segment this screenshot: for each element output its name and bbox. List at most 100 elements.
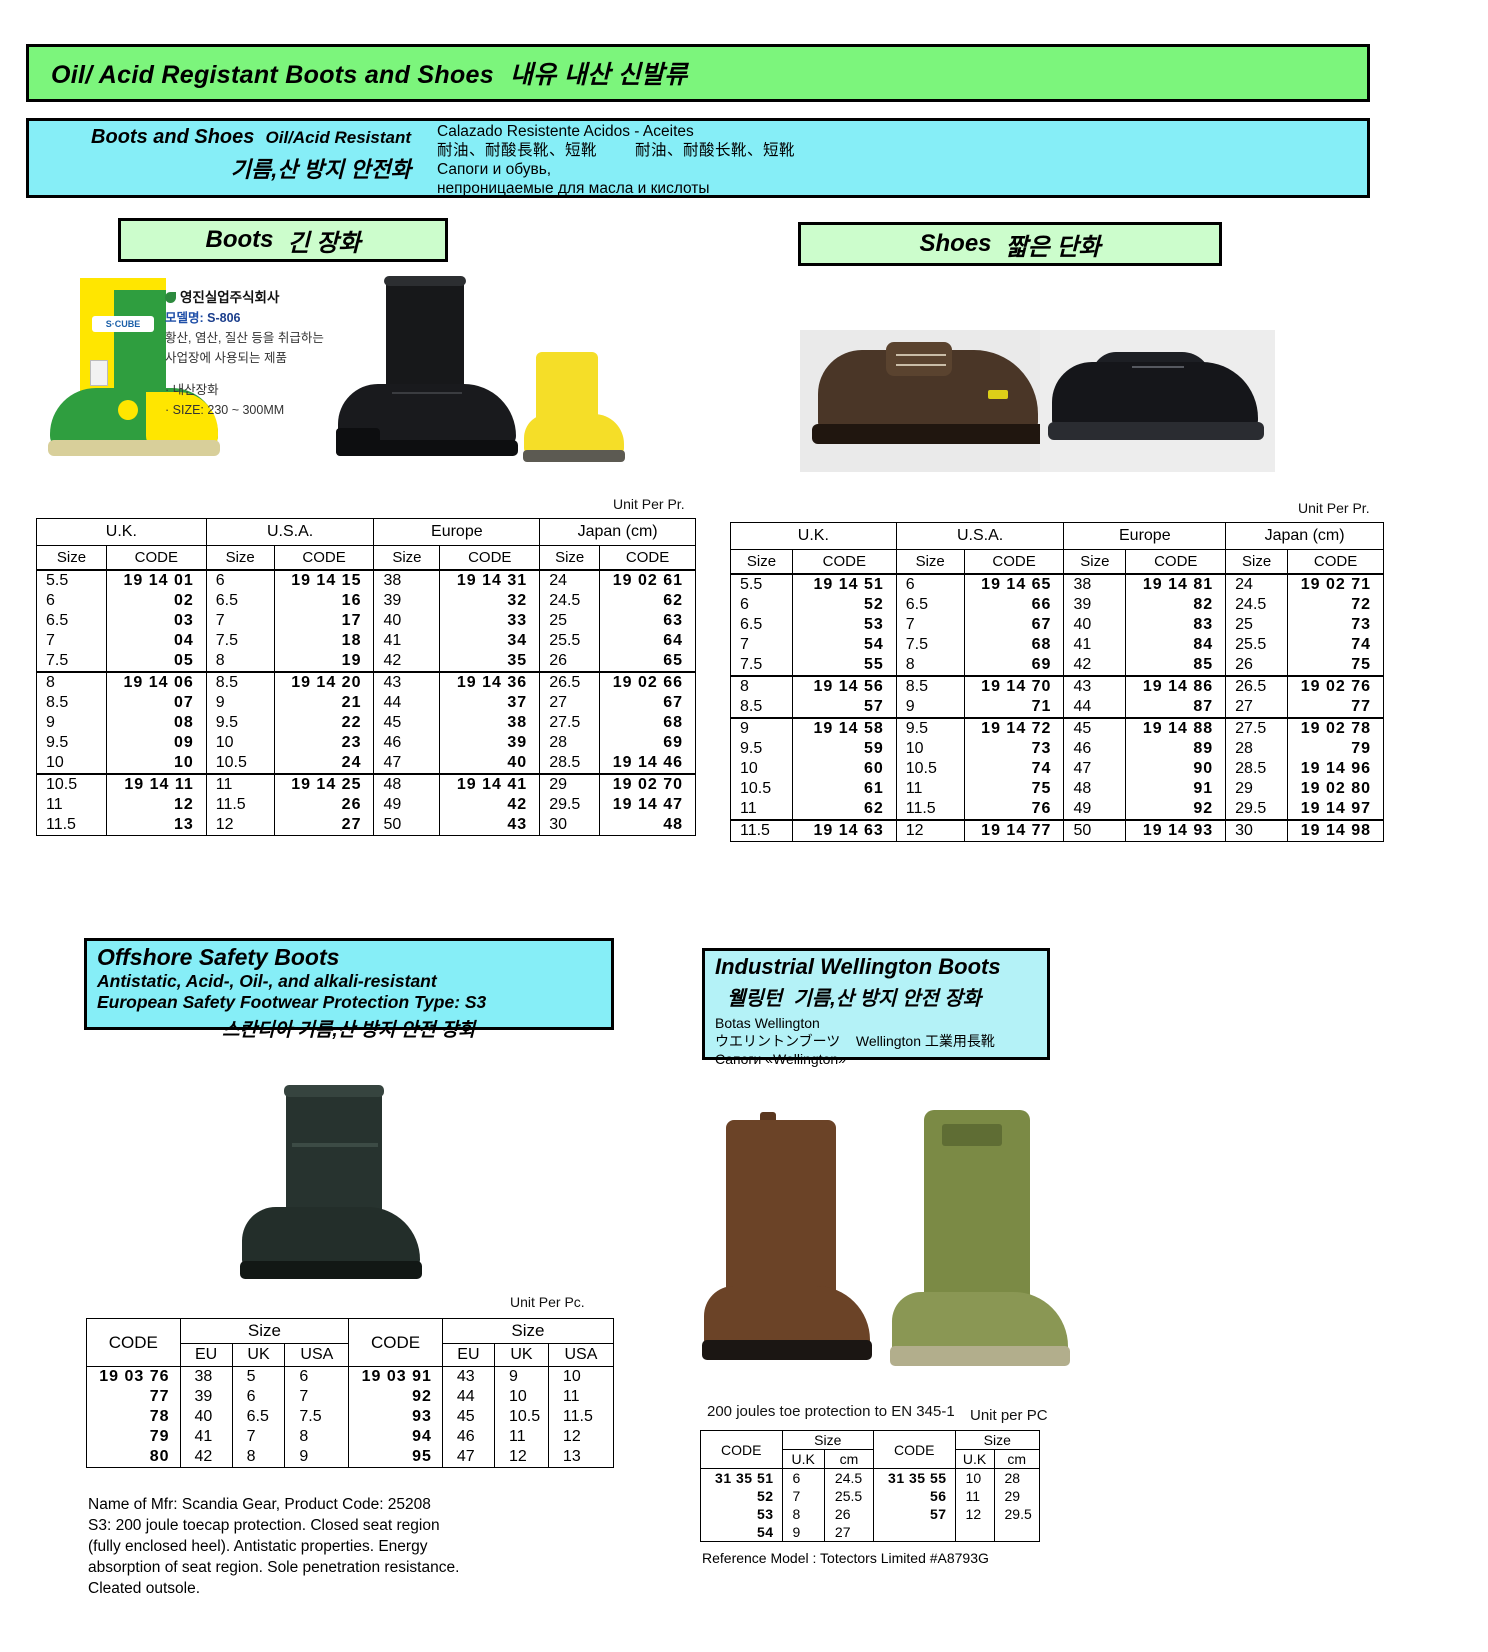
boots-cell-uk-code: 19 14 06: [105, 671, 207, 693]
shoes-cell-jp-size: 29: [1225, 779, 1289, 799]
offshore-table-row: 79 41 7 8 94 46 11 12: [86, 1427, 615, 1447]
shoes-cell-jp-code: 79: [1287, 739, 1384, 759]
shoes-cell-jp-code: 77: [1287, 697, 1384, 719]
shoes-cell-usa-code: 19 14 65: [963, 573, 1065, 595]
shoes-cell-usa-size: 6.5: [895, 595, 965, 615]
boots-cell-usa-size: 10.5: [205, 753, 275, 775]
shoes-cell-uk-code: 55: [791, 655, 897, 677]
boots-cell-usa-code: 19 14 20: [273, 671, 375, 693]
shoes-cell-usa-code: 67: [963, 615, 1065, 635]
boots-cell-uk-size: 10: [36, 753, 107, 775]
wellington-header-box: Industrial Wellington Boots 웰링턴 기름,산 방지 …: [702, 948, 1050, 1067]
section-chip-boots-kr: 긴 장화: [287, 229, 361, 257]
boots-cell-usa-code: 21: [273, 693, 375, 713]
product-photo-wellington-brown: [700, 1112, 875, 1385]
shoes-table-row: 7 54 7.5 68 41 84 25.5 74: [730, 635, 1384, 655]
offshore-header-usa-right: USA: [547, 1343, 615, 1367]
model-code: S-806: [207, 311, 241, 325]
offshore-table-row: 78 40 6.5 7.5 93 45 10.5 11.5: [86, 1407, 615, 1427]
offshore-note-3: (fully enclosed heel). Antistatic proper…: [88, 1538, 428, 1555]
shoes-cell-usa-size: 7: [895, 615, 965, 635]
boots-cell-jp-code: 64: [599, 631, 696, 651]
manufacturer-desc-2: 사업장에 사용되는 제품: [165, 351, 287, 365]
boots-cell-jp-size: 25: [539, 611, 601, 631]
boots-cell-eu-size: 44: [373, 693, 441, 713]
offshore-header-code-right: CODE: [348, 1318, 443, 1367]
boots-sub-code-usa: CODE: [273, 545, 375, 571]
shoes-cell-eu-size: 50: [1063, 819, 1127, 842]
boots-cell-usa-code: 17: [273, 611, 375, 631]
wellington-cell-code-left: 52: [700, 1487, 783, 1505]
shoes-cell-jp-size: 29.5: [1225, 799, 1289, 821]
subheader-en-main: Boots and Shoes: [91, 126, 255, 148]
offshore-cell-usa-right: 13: [547, 1447, 615, 1468]
boots-cell-uk-code: 08: [105, 713, 207, 733]
manufacturer-info: 영진실업주식회사 모델명: S-806 황산, 염산, 질산 등을 취급하는 사…: [165, 288, 324, 420]
subheader-ja: 耐油、耐酸長靴、短靴: [437, 142, 598, 159]
boots-cell-uk-size: 10.5: [36, 773, 107, 795]
shoes-cell-usa-code: 76: [963, 799, 1065, 821]
wellington-cell-cm-left: 27: [823, 1523, 875, 1542]
offshore-cell-usa-left: 7.5: [284, 1407, 350, 1427]
boots-cell-jp-size: 24.5: [539, 591, 601, 611]
shoes-region-uk: U.K.: [730, 522, 897, 550]
shoes-cell-usa-size: 9.5: [895, 717, 965, 739]
wellington-title-kr-a: 웰링턴: [727, 988, 783, 1010]
shoes-table-row: 9 19 14 58 9.5 19 14 72 45 19 14 88 27.5 19 02 …: [730, 717, 1384, 739]
shoes-cell-eu-size: 39: [1063, 595, 1127, 615]
boots-cell-jp-size: 26: [539, 651, 601, 673]
offshore-cell-usa-right: 10: [547, 1366, 615, 1387]
shoes-cell-uk-size: 10: [730, 759, 793, 779]
wellington-cell-cm-left: 24.5: [823, 1468, 875, 1487]
shoes-cell-usa-size: 8: [895, 655, 965, 677]
boots-cell-jp-code: 68: [599, 713, 696, 733]
manufacturer-desc-1: 황산, 염산, 질산 등을 취급하는: [165, 331, 324, 345]
shoes-cell-uk-code: 53: [791, 615, 897, 635]
section-chip-shoes: Shoes 짧은 단화: [798, 222, 1222, 266]
offshore-header-uk-left: UK: [231, 1343, 286, 1367]
shoes-cell-eu-code: 84: [1125, 635, 1227, 655]
boots-cell-eu-size: 50: [373, 815, 441, 836]
boots-cell-uk-size: 11: [36, 795, 107, 815]
boots-cell-usa-code: 27: [273, 815, 375, 836]
product-photo-offshore-boot: [236, 1085, 426, 1300]
offshore-header-eu-left: EU: [179, 1343, 233, 1367]
wellington-protection-note: 200 joules toe protection to EN 345-1: [707, 1403, 955, 1420]
wellington-table-row: 54 9 27: [700, 1523, 1041, 1542]
boots-cell-usa-code: 19: [273, 651, 375, 673]
boots-cell-uk-size: 7.5: [36, 651, 107, 673]
boots-region-header-row: U.K. U.S.A. Europe Japan (cm): [36, 518, 696, 546]
boots-cell-jp-size: 28: [539, 733, 601, 753]
wellington-cell-code-left: 53: [700, 1505, 783, 1523]
shoes-region-japan: Japan (cm): [1225, 522, 1384, 550]
wellington-title-kr-b: 기름,산 방지 안전 장화: [793, 988, 982, 1010]
offshore-cell-uk-left: 6.5: [231, 1407, 286, 1427]
shoes-cell-usa-code: 75: [963, 779, 1065, 799]
offshore-cell-eu-left: 40: [179, 1407, 233, 1427]
wellington-cell-code-right: 57: [873, 1505, 956, 1523]
boots-cell-uk-size: 9.5: [36, 733, 107, 753]
boots-cell-uk-code: 19 14 11: [105, 773, 207, 795]
section-chip-shoes-en: Shoes: [919, 230, 992, 257]
shoes-cell-eu-code: 19 14 81: [1125, 573, 1227, 595]
offshore-header-box: Offshore Safety Boots Antistatic, Acid-,…: [84, 938, 614, 1041]
wellington-cell-cm-right: [993, 1523, 1041, 1542]
boots-cell-jp-code: 19 02 61: [599, 569, 696, 591]
shoes-cell-uk-size: 5.5: [730, 573, 793, 595]
boots-cell-eu-code: 42: [439, 795, 541, 815]
wellington-cell-code-left: 54: [700, 1523, 783, 1542]
offshore-cell-code-right: 92: [348, 1387, 443, 1407]
page-title: Oil/ Acid Registant Boots and Shoes 내유 내산…: [51, 55, 688, 91]
wellington-cell-code-left: 31 35 51: [700, 1468, 783, 1487]
boot-brand-label: S·CUBE: [92, 316, 154, 332]
boots-cell-jp-code: 19 14 46: [599, 753, 696, 775]
model-label: 모델명:: [165, 311, 204, 325]
boots-cell-usa-size: 9: [205, 693, 275, 713]
shoes-cell-jp-code: 19 02 78: [1287, 717, 1384, 739]
boots-cell-eu-code: 40: [439, 753, 541, 775]
wellington-header-uk-right: U.K: [954, 1449, 995, 1469]
offshore-cell-code-left: 80: [86, 1447, 181, 1468]
shoes-table-row: 8 19 14 56 8.5 19 14 70 43 19 14 86 26.5 19 02 …: [730, 675, 1384, 697]
boots-table-row: 7 04 7.5 18 41 34 25.5 64: [36, 631, 696, 651]
boots-cell-eu-size: 43: [373, 671, 441, 693]
